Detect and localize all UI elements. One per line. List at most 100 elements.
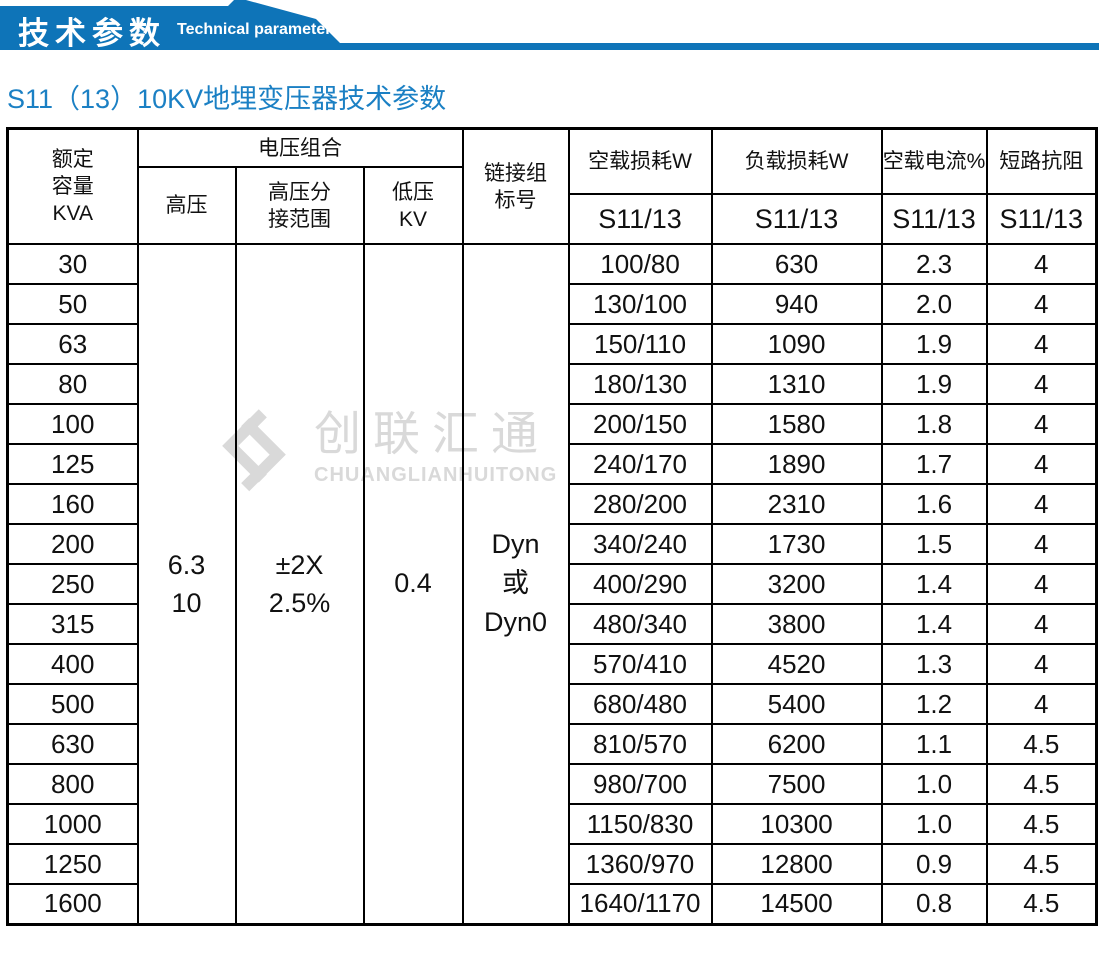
no-load-loss-cell: 130/100	[567, 283, 713, 325]
impedance-cell: 4	[985, 283, 1098, 325]
no-load-loss-cell: 100/80	[567, 243, 713, 285]
no-load-current-cell: 1.9	[880, 363, 988, 405]
table-row: 500 680/480 5400 1.2 4	[6, 683, 1098, 725]
impedance-cell: 4	[985, 363, 1098, 405]
capacity-cell: 1000	[6, 803, 139, 845]
no-load-loss-cell: 480/340	[567, 603, 713, 645]
no-load-current-cell: 1.0	[880, 763, 988, 805]
no-load-loss-cell: 980/700	[567, 763, 713, 805]
no-load-current-cell: 1.3	[880, 643, 988, 685]
load-loss-cell: 940	[710, 283, 883, 325]
no-load-current-cell: 1.9	[880, 323, 988, 365]
impedance-cell: 4	[985, 403, 1098, 445]
no-load-loss-cell: 1360/970	[567, 843, 713, 885]
capacity-cell: 315	[6, 603, 139, 645]
no-load-current-cell: 1.8	[880, 403, 988, 445]
no-load-current-cell: 0.9	[880, 843, 988, 885]
table-row: 80 180/130 1310 1.9 4	[6, 363, 1098, 405]
no-load-current-cell: 1.4	[880, 603, 988, 645]
load-loss-cell: 1580	[710, 403, 883, 445]
load-loss-cell: 12800	[710, 843, 883, 885]
no-load-current-cell: 2.0	[880, 283, 988, 325]
header-capacity: 额定 容量 KVA	[6, 127, 139, 245]
capacity-cell: 160	[6, 483, 139, 525]
header-no-load-current-label: 空载电流%	[883, 130, 985, 195]
banner-underline-strip	[0, 43, 1099, 50]
impedance-cell: 4	[985, 323, 1098, 365]
no-load-loss-cell: 810/570	[567, 723, 713, 765]
header-hv: 高压	[136, 166, 237, 245]
table-row: 1600 1640/1170 14500 0.8 4.5	[6, 883, 1098, 925]
no-load-loss-cell: 340/240	[567, 523, 713, 565]
load-loss-cell: 10300	[710, 803, 883, 845]
lv-merged-cell: 0.4	[362, 243, 464, 925]
load-loss-cell: 630	[710, 243, 883, 285]
hv-tap-merged-cell: ±2X 2.5%	[234, 243, 365, 925]
no-load-current-cell: 1.1	[880, 723, 988, 765]
table-row: 800 980/700 7500 1.0 4.5	[6, 763, 1098, 805]
table-row: 630 810/570 6200 1.1 4.5	[6, 723, 1098, 765]
impedance-cell: 4	[985, 603, 1098, 645]
table-row: 100 200/150 1580 1.8 4	[6, 403, 1098, 445]
capacity-cell: 1600	[6, 883, 139, 925]
load-loss-cell: 1890	[710, 443, 883, 485]
impedance-cell: 4.5	[985, 803, 1098, 845]
impedance-cell: 4.5	[985, 723, 1098, 765]
impedance-cell: 4	[985, 683, 1098, 725]
load-loss-cell: 3800	[710, 603, 883, 645]
capacity-cell: 63	[6, 323, 139, 365]
no-load-current-cell: 1.7	[880, 443, 988, 485]
no-load-current-cell: 1.4	[880, 563, 988, 605]
load-loss-cell: 1730	[710, 523, 883, 565]
no-load-loss-cell: 150/110	[567, 323, 713, 365]
impedance-cell: 4	[985, 443, 1098, 485]
table-row: 315 480/340 3800 1.4 4	[6, 603, 1098, 645]
load-loss-cell: 14500	[710, 883, 883, 925]
header-no-load-loss: 空载损耗W S11/13	[567, 127, 713, 245]
impedance-cell: 4	[985, 563, 1098, 605]
spec-table-body: 30 6.3 10 ±2X 2.5% 0.4 Dyn 或 Dyn0 100/80 630 2.3 4 50…	[6, 243, 1098, 925]
banner-title-cn: 技术参数	[18, 16, 166, 51]
no-load-current-cell: 1.6	[880, 483, 988, 525]
impedance-cell: 4	[985, 243, 1098, 285]
header-load-loss-label: 负载损耗W	[713, 130, 880, 195]
header-hv-tap-range: 高压分 接范围	[234, 166, 365, 245]
capacity-cell: 500	[6, 683, 139, 725]
no-load-current-cell: 2.3	[880, 243, 988, 285]
no-load-loss-cell: 570/410	[567, 643, 713, 685]
load-loss-cell: 1310	[710, 363, 883, 405]
capacity-cell: 250	[6, 563, 139, 605]
header-no-load-loss-sub-model: S11/13	[598, 203, 682, 234]
header-row-1: 额定 容量 KVA 电压组合 链接组 标号 空载损耗W S11/13 负载损耗W S1…	[6, 127, 1098, 245]
capacity-cell: 30	[6, 243, 139, 285]
load-loss-cell: 3200	[710, 563, 883, 605]
load-loss-cell: 1090	[710, 323, 883, 365]
impedance-cell: 4	[985, 643, 1098, 685]
impedance-cell: 4	[985, 523, 1098, 565]
no-load-current-cell: 1.5	[880, 523, 988, 565]
table-row: 400 570/410 4520 1.3 4	[6, 643, 1098, 685]
table-row: 160 280/200 2310 1.6 4	[6, 483, 1098, 525]
capacity-cell: 400	[6, 643, 139, 685]
header-impedance-sub-model: S11/13	[999, 203, 1084, 234]
header-voltage-group: 电压组合	[136, 127, 464, 169]
no-load-loss-cell: 240/170	[567, 443, 713, 485]
capacity-cell: 630	[6, 723, 139, 765]
spec-table: 额定 容量 KVA 电压组合 链接组 标号 空载损耗W S11/13 负载损耗W S1…	[6, 127, 1099, 926]
no-load-loss-cell: 1640/1170	[567, 883, 713, 925]
capacity-cell: 125	[6, 443, 139, 485]
impedance-cell: 4.5	[985, 843, 1098, 885]
header-impedance: 短路抗阻 S11/13	[985, 127, 1098, 245]
load-loss-cell: 6200	[710, 723, 883, 765]
no-load-loss-cell: 180/130	[567, 363, 713, 405]
no-load-loss-cell: 680/480	[567, 683, 713, 725]
table-row: 1000 1150/830 10300 1.0 4.5	[6, 803, 1098, 845]
no-load-loss-cell: 200/150	[567, 403, 713, 445]
load-loss-cell: 4520	[710, 643, 883, 685]
hv-merged-cell: 6.3 10	[136, 243, 237, 925]
capacity-cell: 50	[6, 283, 139, 325]
header-no-load-loss-label: 空载损耗W	[570, 130, 710, 195]
capacity-cell: 80	[6, 363, 139, 405]
header-link-group: 链接组 标号	[461, 127, 570, 245]
link-group-merged-cell: Dyn 或 Dyn0	[461, 243, 570, 925]
